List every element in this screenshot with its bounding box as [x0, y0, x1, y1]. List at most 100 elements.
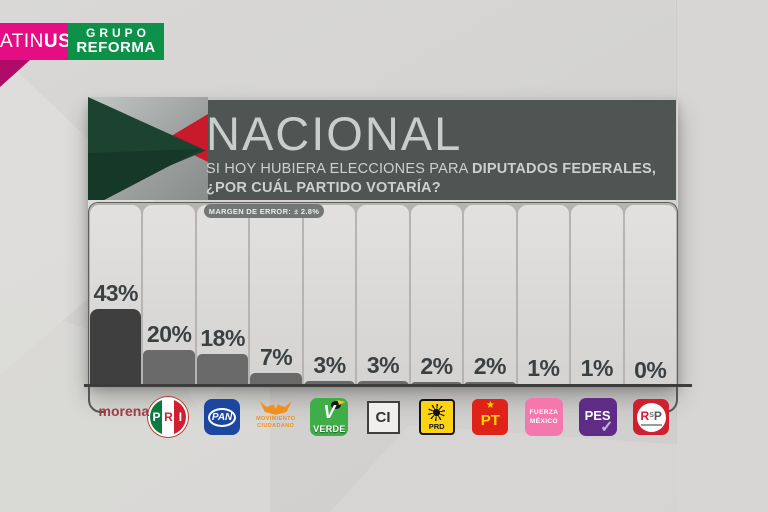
- bar-Verde: [303, 380, 356, 385]
- party-logo-row: morena P R I PAN MOVIMIENTO CIUDADANO: [88, 388, 678, 446]
- logo-cell-rsp: R S P: [624, 388, 678, 446]
- movimiento-ciudadano-logo: MOVIMIENTO CIUDADANO: [256, 400, 295, 430]
- question-regular: SI HOY HUBIERA ELECCIONES PARA: [206, 161, 472, 177]
- grupo-reforma-top-text: GRUPO: [85, 26, 150, 41]
- bar-value-label: 20%: [146, 321, 192, 347]
- eagle-icon: [259, 401, 292, 415]
- pes-logo: PES ✓: [578, 398, 617, 436]
- latinus-logo-text-bold: US: [43, 30, 72, 52]
- bar-PAN: [196, 353, 249, 385]
- grupo-reforma-logo: GRUPO REFORMA: [68, 23, 164, 60]
- logo-cell-morena: morena: [88, 388, 150, 446]
- pri-letter-p: P: [150, 399, 163, 435]
- prd-text: PRD: [428, 421, 445, 431]
- bar-track: 3%: [303, 205, 356, 385]
- background-facet: [676, 0, 768, 512]
- bar-value-label: 0%: [634, 357, 667, 383]
- logo-cell-ci: CI: [356, 388, 410, 446]
- rsp-disc: R S P: [636, 402, 666, 432]
- rsp-letters: R S P: [640, 408, 662, 426]
- bar-track: 0%: [624, 205, 676, 385]
- logo-cell-verde: V VERDE: [303, 388, 357, 446]
- pri-logo: P R I: [148, 397, 189, 437]
- bar-value-label: 1%: [580, 355, 614, 381]
- logo-cell-pes: PES ✓: [571, 388, 625, 446]
- logo-cell-fuerza-mexico: FUERZA MÉXICO: [517, 388, 571, 446]
- pt-logo: ★ PT: [472, 399, 509, 435]
- margin-of-error-badge: MARGEN DE ERROR: ± 2.8%: [204, 204, 324, 218]
- bar-value-label: 3%: [313, 351, 346, 378]
- pan-logo: PAN: [204, 399, 241, 435]
- morena-logo: morena: [98, 403, 150, 419]
- bar-track: 43%: [90, 205, 142, 385]
- bar-Movimiento Ciudadano: [250, 373, 302, 385]
- prd-logo: PRD: [418, 399, 455, 435]
- grupo-reforma-bottom-text: REFORMA: [76, 38, 156, 56]
- bar-PRD: [410, 382, 463, 385]
- fxm-line2: MÉXICO: [529, 418, 558, 425]
- margin-of-error-value: ± 2.8%: [294, 206, 320, 216]
- verde-text: VERDE: [313, 424, 346, 434]
- bar-value-label: 18%: [200, 324, 245, 351]
- verde-v: V: [323, 402, 336, 422]
- outline-corner-left: [88, 386, 106, 413]
- rsp-letter-p: P: [653, 408, 662, 423]
- page-title: NACIONAL: [206, 107, 463, 160]
- logo-cell-movimiento-ciudadano: MOVIMIENTO CIUDADANO: [249, 388, 303, 446]
- star-icon: ★: [485, 400, 495, 411]
- bar-value-label: 7%: [259, 344, 293, 371]
- bar-track: 3%: [357, 205, 409, 385]
- latinus-logo-text: ATIN: [0, 30, 44, 52]
- flag-arrow-decoration: [88, 97, 208, 200]
- header-text-block: NACIONAL SI HOY HUBIERA ELECCIONES PARA …: [206, 110, 668, 198]
- bar-track: 7%: [250, 205, 302, 385]
- bar-track: 1%: [517, 205, 570, 385]
- chart-header: NACIONAL SI HOY HUBIERA ELECCIONES PARA …: [88, 97, 676, 200]
- bar-track: 2%: [410, 205, 463, 385]
- latinus-ribbon-tail: [0, 60, 30, 87]
- ci-logo: CI: [366, 400, 400, 434]
- rsp-logo: R S P: [633, 399, 670, 435]
- bar-PT: [464, 382, 516, 385]
- logo-cell-pri: P R I: [142, 388, 196, 446]
- bar-morena: [90, 308, 142, 385]
- bar-value-label: 43%: [93, 279, 138, 306]
- question-line2: ¿POR CUÁL PARTIDO VOTARÍA?: [206, 179, 441, 196]
- bar-value-label: 3%: [366, 351, 400, 378]
- bar-track: 20%: [143, 205, 195, 385]
- latinus-logo: ATIN US: [0, 23, 81, 60]
- margin-of-error-label: MARGEN DE ERROR:: [208, 206, 292, 216]
- pan-logo-text: PAN: [208, 407, 237, 427]
- verde-logo: V VERDE: [310, 398, 349, 436]
- checkmark-icon: ✓: [600, 419, 614, 436]
- rsp-letter-r: R: [640, 408, 650, 423]
- bar-track: 2%: [464, 205, 516, 385]
- bar-value-label: 2%: [473, 353, 507, 380]
- fuerza-mexico-logo: FUERZA MÉXICO: [524, 398, 563, 436]
- bar-track: 1%: [571, 205, 623, 385]
- toucan-icon: [331, 401, 342, 409]
- chart-baseline: [84, 384, 692, 387]
- logo-cell-pt: ★ PT: [463, 388, 517, 446]
- bar-track: 18%: [196, 205, 249, 385]
- logo-cell-prd: PRD: [410, 388, 464, 446]
- fxm-line1: FUERZA: [529, 408, 559, 416]
- mc-line1: MOVIMIENTO: [256, 415, 296, 422]
- survey-question: SI HOY HUBIERA ELECCIONES PARA DIPUTADOS…: [206, 160, 668, 198]
- bar-value-label: 1%: [527, 355, 560, 381]
- toucan-beak-icon: [337, 400, 346, 405]
- bar-chart-panel: 43% 20% 18% 7% 3% 3% 2% 2% 1% 1% 0% MARGEN DE ERRO…: [88, 202, 678, 385]
- logo-cell-pan: PAN: [195, 388, 249, 446]
- movimiento-ciudadano-text: MOVIMIENTO CIUDADANO: [256, 416, 295, 430]
- bar-PRI: [143, 350, 195, 385]
- pes-text: PES: [584, 407, 611, 423]
- bar-CI: [357, 380, 409, 385]
- pri-letter-i: I: [174, 399, 187, 435]
- bar-value-label: 2%: [420, 353, 453, 380]
- mc-line2: CIUDADANO: [257, 423, 295, 429]
- pt-text: PT: [480, 411, 500, 429]
- rsp-letter-s: S: [649, 412, 654, 419]
- green-arrow-shadow: [88, 149, 202, 200]
- question-bold: DIPUTADOS FEDERALES,: [471, 161, 657, 177]
